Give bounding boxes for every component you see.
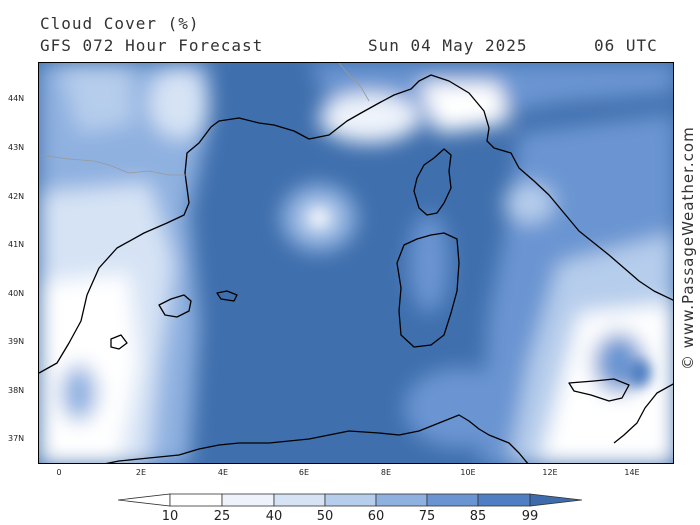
map-title: Cloud Cover (%): [40, 14, 200, 33]
lon-label-4e: 4E: [217, 468, 229, 477]
legend-label-40: 40: [265, 509, 283, 524]
lon-label-12e: 12E: [542, 468, 558, 477]
lat-label-37n: 37N: [8, 434, 25, 443]
cloud-cover-field: [39, 63, 673, 463]
forecast-subtitle: GFS 072 Hour Forecast: [40, 36, 264, 55]
legend-label-75: 75: [418, 509, 436, 524]
lon-label-2e: 2E: [135, 468, 147, 477]
lat-label-42n: 42N: [8, 192, 25, 201]
lat-label-40n: 40N: [8, 289, 25, 298]
forecast-time: 06 UTC: [594, 36, 658, 55]
lat-label-39n: 39N: [8, 337, 25, 346]
lon-label-14e: 14E: [624, 468, 640, 477]
lon-label-0: 0: [56, 468, 62, 477]
coastlines: [39, 74, 673, 463]
lat-label-44n: 44N: [8, 94, 25, 103]
forecast-date: Sun 04 May 2025: [368, 36, 528, 55]
website-credit: © www.PassageWeather.com: [679, 126, 697, 370]
lat-label-38n: 38N: [8, 386, 25, 395]
legend-label-60: 60: [367, 509, 385, 524]
lon-label-6e: 6E: [298, 468, 310, 477]
lon-label-8e: 8E: [380, 468, 392, 477]
color-legend: [118, 493, 582, 507]
cloud-cover-map: [38, 62, 674, 464]
legend-label-10: 10: [161, 509, 179, 524]
legend-label-50: 50: [316, 509, 334, 524]
lat-label-41n: 41N: [8, 240, 25, 249]
lon-label-10e: 10E: [460, 468, 476, 477]
legend-label-99: 99: [521, 509, 539, 524]
lat-label-43n: 43N: [8, 143, 25, 152]
legend-label-25: 25: [213, 509, 231, 524]
legend-label-85: 85: [469, 509, 487, 524]
